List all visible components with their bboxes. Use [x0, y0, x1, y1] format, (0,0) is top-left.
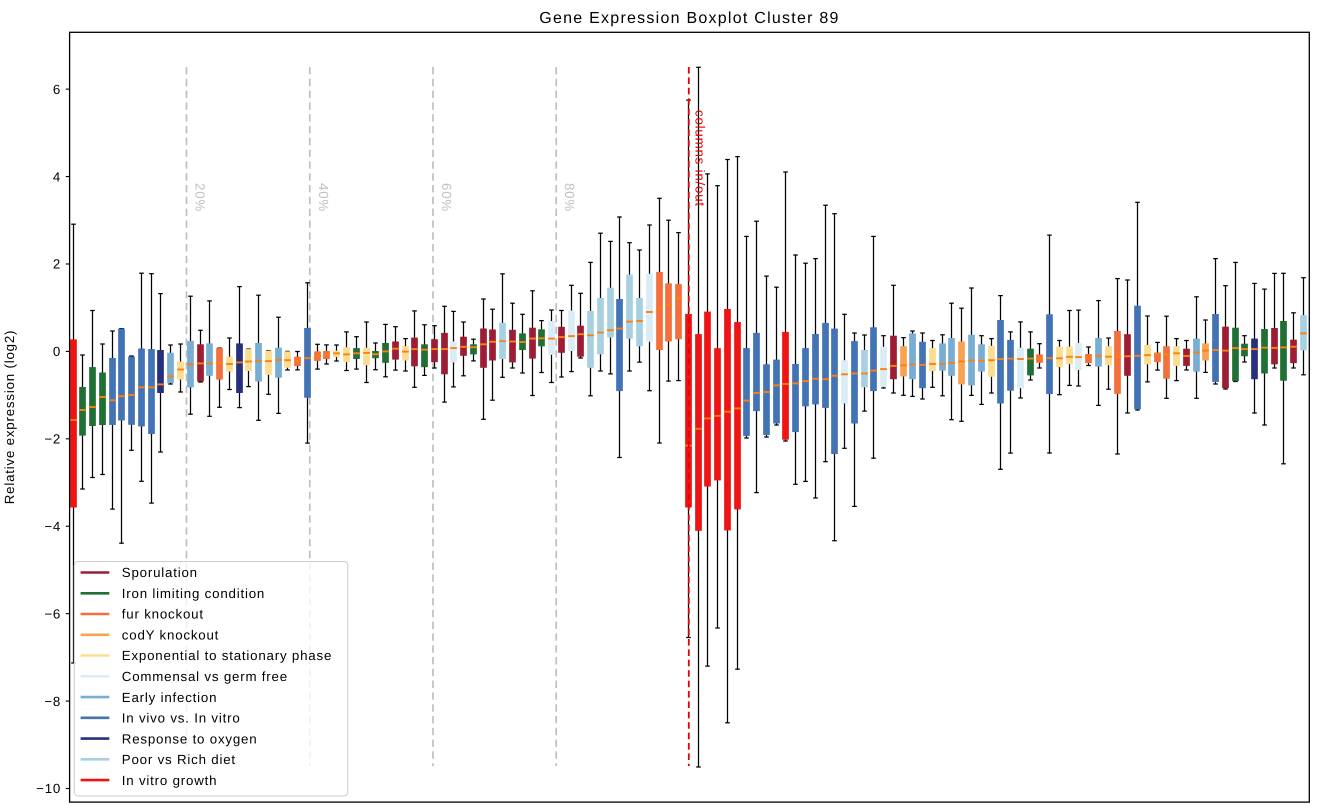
- svg-text:−2: −2: [44, 432, 61, 447]
- svg-text:4: 4: [53, 169, 61, 184]
- svg-text:Early infection: Early infection: [122, 690, 218, 705]
- svg-text:In vitro growth: In vitro growth: [122, 773, 218, 788]
- svg-text:40%: 40%: [316, 183, 331, 212]
- svg-text:columns in/out: columns in/out: [692, 110, 707, 207]
- svg-text:−10: −10: [36, 781, 61, 796]
- svg-text:2: 2: [53, 257, 61, 272]
- svg-text:−4: −4: [44, 519, 61, 534]
- svg-text:Iron limiting condition: Iron limiting condition: [122, 586, 265, 601]
- svg-text:codY knockout: codY knockout: [122, 628, 219, 643]
- svg-text:Relative expression (log2): Relative expression (log2): [2, 330, 17, 505]
- svg-text:In vivo vs. In vitro: In vivo vs. In vitro: [122, 711, 241, 726]
- svg-text:6: 6: [53, 82, 61, 97]
- svg-text:0: 0: [53, 344, 61, 359]
- svg-text:fur knockout: fur knockout: [122, 607, 204, 622]
- svg-text:Poor vs Rich diet: Poor vs Rich diet: [122, 752, 236, 767]
- svg-text:−8: −8: [44, 694, 61, 709]
- svg-text:−6: −6: [44, 606, 61, 621]
- svg-text:Commensal vs germ free: Commensal vs germ free: [122, 669, 288, 684]
- svg-text:20%: 20%: [193, 183, 208, 212]
- svg-text:Sporulation: Sporulation: [122, 565, 198, 580]
- svg-text:80%: 80%: [562, 183, 577, 212]
- svg-text:Exponential to stationary phas: Exponential to stationary phase: [122, 648, 332, 663]
- svg-text:Response to oxygen: Response to oxygen: [122, 731, 258, 746]
- svg-text:60%: 60%: [439, 183, 454, 212]
- svg-text:Gene Expression Boxplot Cluste: Gene Expression Boxplot Cluster 89: [539, 10, 839, 27]
